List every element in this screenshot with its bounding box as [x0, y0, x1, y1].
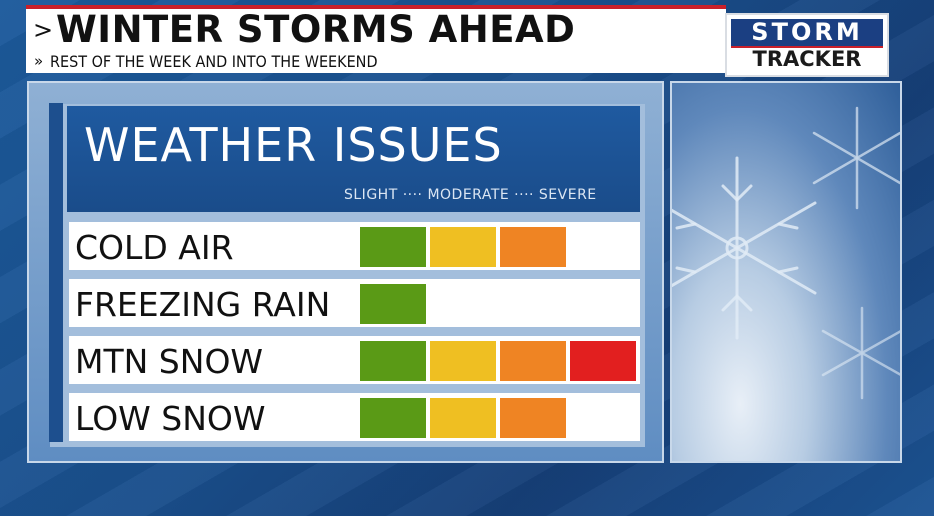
severity-cell — [360, 284, 426, 324]
snowflake-image — [670, 81, 902, 463]
severity-cell — [500, 341, 566, 381]
storm-tracker-logo: STORM TRACKER — [725, 13, 889, 77]
severity-cell — [360, 227, 426, 267]
severity-cell — [570, 341, 636, 381]
row-strip — [49, 222, 63, 270]
severity-cell — [360, 341, 426, 381]
page-subtitle: REST OF THE WEEK AND INTO THE WEEKEND — [50, 52, 378, 71]
row-label: COLD AIR — [75, 228, 234, 267]
page-title: WINTER STORMS AHEAD — [56, 8, 576, 51]
row-label: LOW SNOW — [75, 399, 266, 438]
snowflake-icon — [672, 106, 900, 400]
heading-box — [67, 106, 640, 212]
severity-cell — [430, 398, 496, 438]
row-strip — [49, 279, 63, 327]
table-row: MTN SNOW — [69, 336, 640, 384]
subtitle-chevron-icon: » — [34, 52, 44, 70]
logo-bottom-text: TRACKER — [752, 47, 862, 71]
severity-cell — [430, 227, 496, 267]
header-bar — [26, 9, 726, 73]
panel-heading: WEATHER ISSUES — [84, 118, 503, 172]
row-strip — [49, 393, 63, 441]
header-accent-line — [26, 5, 726, 9]
table-row: COLD AIR — [69, 222, 640, 270]
severity-cell — [500, 227, 566, 267]
title-chevron-icon: > — [33, 16, 54, 44]
table-row: LOW SNOW — [69, 393, 640, 441]
row-label: FREEZING RAIN — [75, 285, 331, 324]
severity-scale-label: SLIGHT ···· MODERATE ···· SEVERE — [344, 187, 597, 203]
row-strip — [49, 336, 63, 384]
logo-divider — [731, 46, 883, 48]
heading-strip — [49, 103, 63, 442]
row-label: MTN SNOW — [75, 342, 264, 381]
severity-cell — [430, 341, 496, 381]
severity-cell — [500, 398, 566, 438]
severity-cell — [360, 398, 426, 438]
table-row: FREEZING RAIN — [69, 279, 640, 327]
logo-top-text: STORM — [731, 19, 883, 46]
